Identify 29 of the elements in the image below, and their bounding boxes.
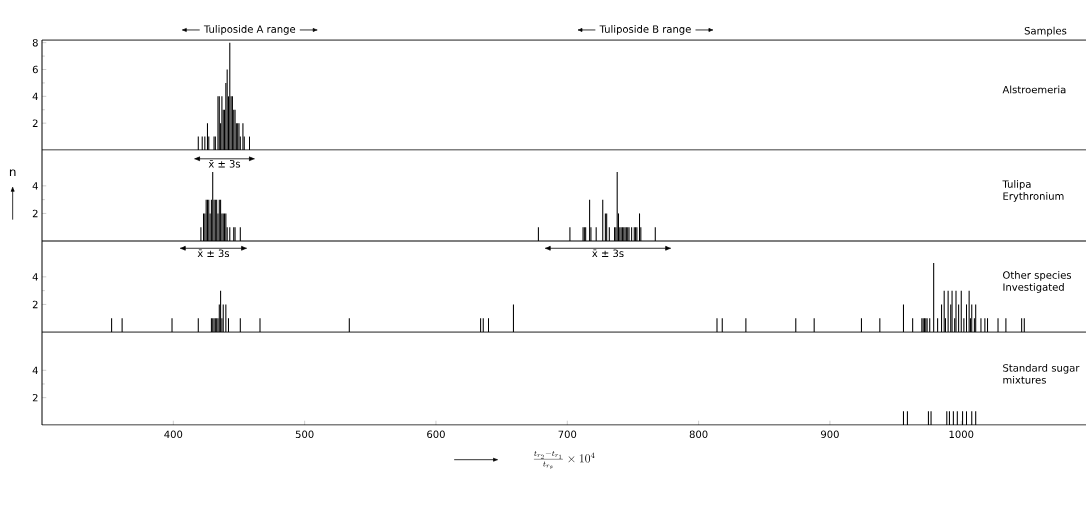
y-tick-label: 2 <box>32 209 38 218</box>
text: Other species Investigated <box>1003 271 1072 293</box>
y-axis-title: n <box>9 169 16 177</box>
text: Standard sugar mixtures <box>1003 363 1080 384</box>
x-tick-label: 800 <box>689 430 708 439</box>
annotation: x̄ ± 3s <box>208 160 241 168</box>
x-tick-label: 900 <box>821 430 839 439</box>
x-tick-label: 400 <box>164 430 183 439</box>
text: Alstroemeria <box>1002 85 1066 94</box>
y-tick-label: 4 <box>32 273 38 281</box>
x-tick-label: 700 <box>558 430 577 439</box>
y-tick-label: 4 <box>32 92 38 100</box>
text: Tuliposide B range <box>599 25 691 35</box>
x-tick-label: 600 <box>427 430 445 439</box>
text: Tuliposide A range <box>203 25 296 35</box>
y-tick-label: 2 <box>32 119 38 127</box>
y-tick-label: 8 <box>32 38 38 47</box>
x-tick-label: 1000 <box>949 430 974 439</box>
y-tick-label: 2 <box>32 300 38 309</box>
y-tick-label: 4 <box>32 366 38 374</box>
y-tick-label: 2 <box>32 393 38 402</box>
annotation: x̄ ± 3s <box>592 249 624 258</box>
x-tick-label: 500 <box>295 430 314 439</box>
text: Tulipa Erythronium <box>1002 180 1064 202</box>
annotation: x̄ ± 3s <box>197 249 230 258</box>
y-tick-label: 6 <box>32 65 38 74</box>
x-axis-title: $\frac{t_{r_2}-t_{r_1}}{t_{r_s}}\times 10^4$ <box>533 450 595 469</box>
text: Samples <box>1024 26 1067 37</box>
y-tick-label: 4 <box>32 182 38 190</box>
